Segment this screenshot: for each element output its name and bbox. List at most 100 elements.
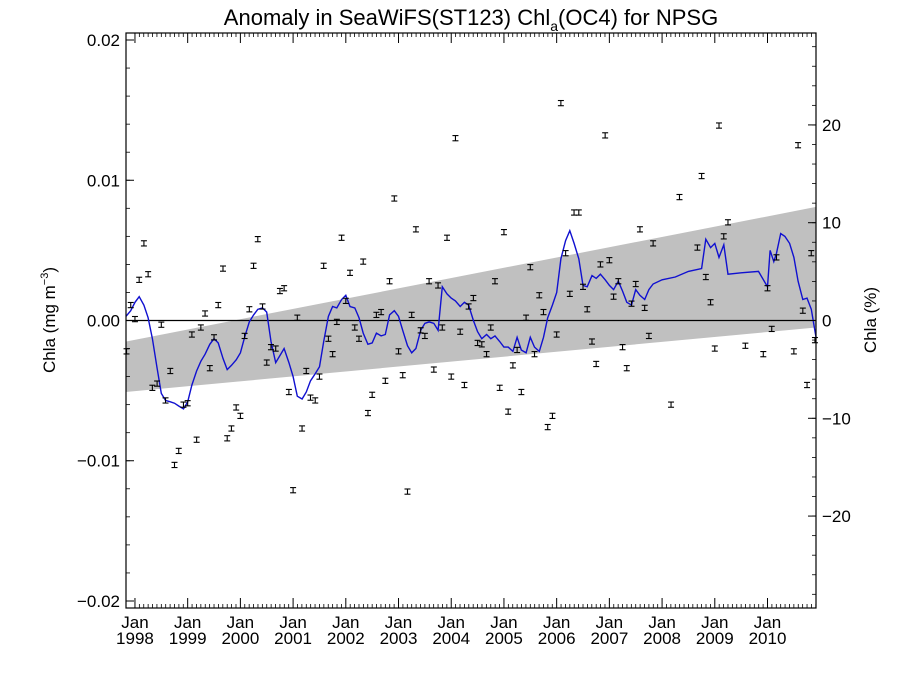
data-point (742, 342, 749, 349)
x-tick-year-label: 2003 (380, 629, 418, 648)
data-point (382, 377, 389, 384)
data-point (307, 394, 314, 401)
data-point (509, 362, 516, 369)
data-point (448, 373, 455, 380)
data-point (540, 308, 547, 316)
data-point (465, 303, 472, 310)
data-point (602, 132, 609, 139)
x-tick-year-label: 2000 (221, 629, 259, 648)
x-tick-month-label: Jan (648, 613, 675, 632)
data-point (557, 99, 564, 107)
data-point (215, 301, 222, 309)
data-point (211, 334, 218, 341)
data-point (140, 240, 147, 247)
x-tick-month-label: Jan (227, 613, 254, 632)
data-point (478, 341, 485, 348)
data-point (457, 328, 464, 335)
data-point (404, 488, 411, 495)
left-tick-label: −0.01 (77, 452, 120, 471)
data-point (487, 324, 494, 331)
data-point (588, 338, 595, 345)
x-axis: Jan1998Jan1999Jan2000Jan2001Jan2002Jan20… (116, 33, 817, 648)
data-point (272, 345, 279, 352)
data-point (716, 122, 723, 129)
data-point (180, 401, 187, 408)
data-point (527, 264, 534, 271)
data-point (641, 304, 648, 312)
data-point (698, 172, 705, 180)
x-tick-year-label: 2008 (643, 629, 681, 648)
left-axis-title: Chla (mg m−3) (39, 267, 59, 373)
data-point (593, 360, 600, 368)
data-point (668, 401, 675, 408)
x-tick-year-label: 2006 (538, 629, 576, 648)
data-point (430, 366, 437, 373)
data-point (773, 254, 780, 261)
data-point (342, 297, 349, 305)
x-tick-month-label: Jan (543, 613, 570, 632)
data-point (500, 228, 507, 236)
right-tick-label: 0 (822, 312, 831, 331)
data-point (158, 321, 165, 328)
data-point (202, 310, 209, 317)
x-tick-month-label: Jan (490, 613, 517, 632)
data-point (228, 425, 235, 432)
data-point (584, 306, 591, 313)
data-point (294, 314, 301, 321)
data-point (347, 269, 354, 276)
data-point (496, 384, 503, 391)
data-point (408, 311, 415, 319)
trend-band-layer (126, 206, 816, 393)
data-point (531, 351, 538, 358)
data-point (299, 425, 306, 432)
data-point (676, 193, 683, 201)
data-point (439, 324, 446, 331)
left-tick-label: 0.02 (87, 31, 120, 50)
trend-band (126, 206, 816, 393)
data-point (575, 209, 582, 216)
left-tick-label: −0.02 (77, 592, 120, 611)
data-point (338, 234, 345, 241)
data-point (316, 373, 323, 380)
x-tick-month-label: Jan (174, 613, 201, 632)
data-point (206, 365, 213, 372)
left-y-axis: 0.02 0.01 0.00 −0.01 −0.02 (77, 31, 134, 611)
data-point (175, 447, 182, 455)
data-point (549, 412, 556, 420)
left-axis-title-end: ) (40, 267, 59, 273)
data-point (360, 258, 367, 265)
data-point (233, 404, 240, 411)
data-point (615, 278, 622, 285)
data-point (720, 233, 727, 240)
data-point (250, 262, 257, 269)
data-point (518, 388, 525, 396)
data-point (355, 335, 362, 342)
data-point (474, 339, 481, 347)
data-point (149, 384, 156, 391)
x-tick-year-label: 2002 (327, 629, 365, 648)
title-rest: (OC4) for NPSG (558, 5, 718, 30)
x-tick-month-label: Jan (596, 613, 623, 632)
data-point (162, 397, 169, 404)
data-point (544, 423, 551, 431)
data-point (461, 381, 468, 389)
data-point (470, 294, 477, 302)
data-point (452, 135, 459, 142)
running-mean-line (125, 228, 817, 410)
data-point (188, 331, 195, 338)
right-y-axis: 20 10 0 −10 −20 (808, 46, 851, 595)
data-point (707, 299, 714, 306)
data-point (536, 292, 543, 299)
right-tick-label: −20 (822, 507, 851, 526)
data-point (184, 400, 191, 407)
data-point (421, 332, 428, 340)
left-tick-label: 0.00 (87, 312, 120, 331)
data-point (632, 280, 639, 288)
data-point (636, 226, 643, 233)
data-point (623, 365, 630, 372)
data-point (444, 234, 451, 241)
data-point (386, 278, 393, 285)
data-point (127, 301, 134, 309)
data-point (619, 343, 626, 351)
